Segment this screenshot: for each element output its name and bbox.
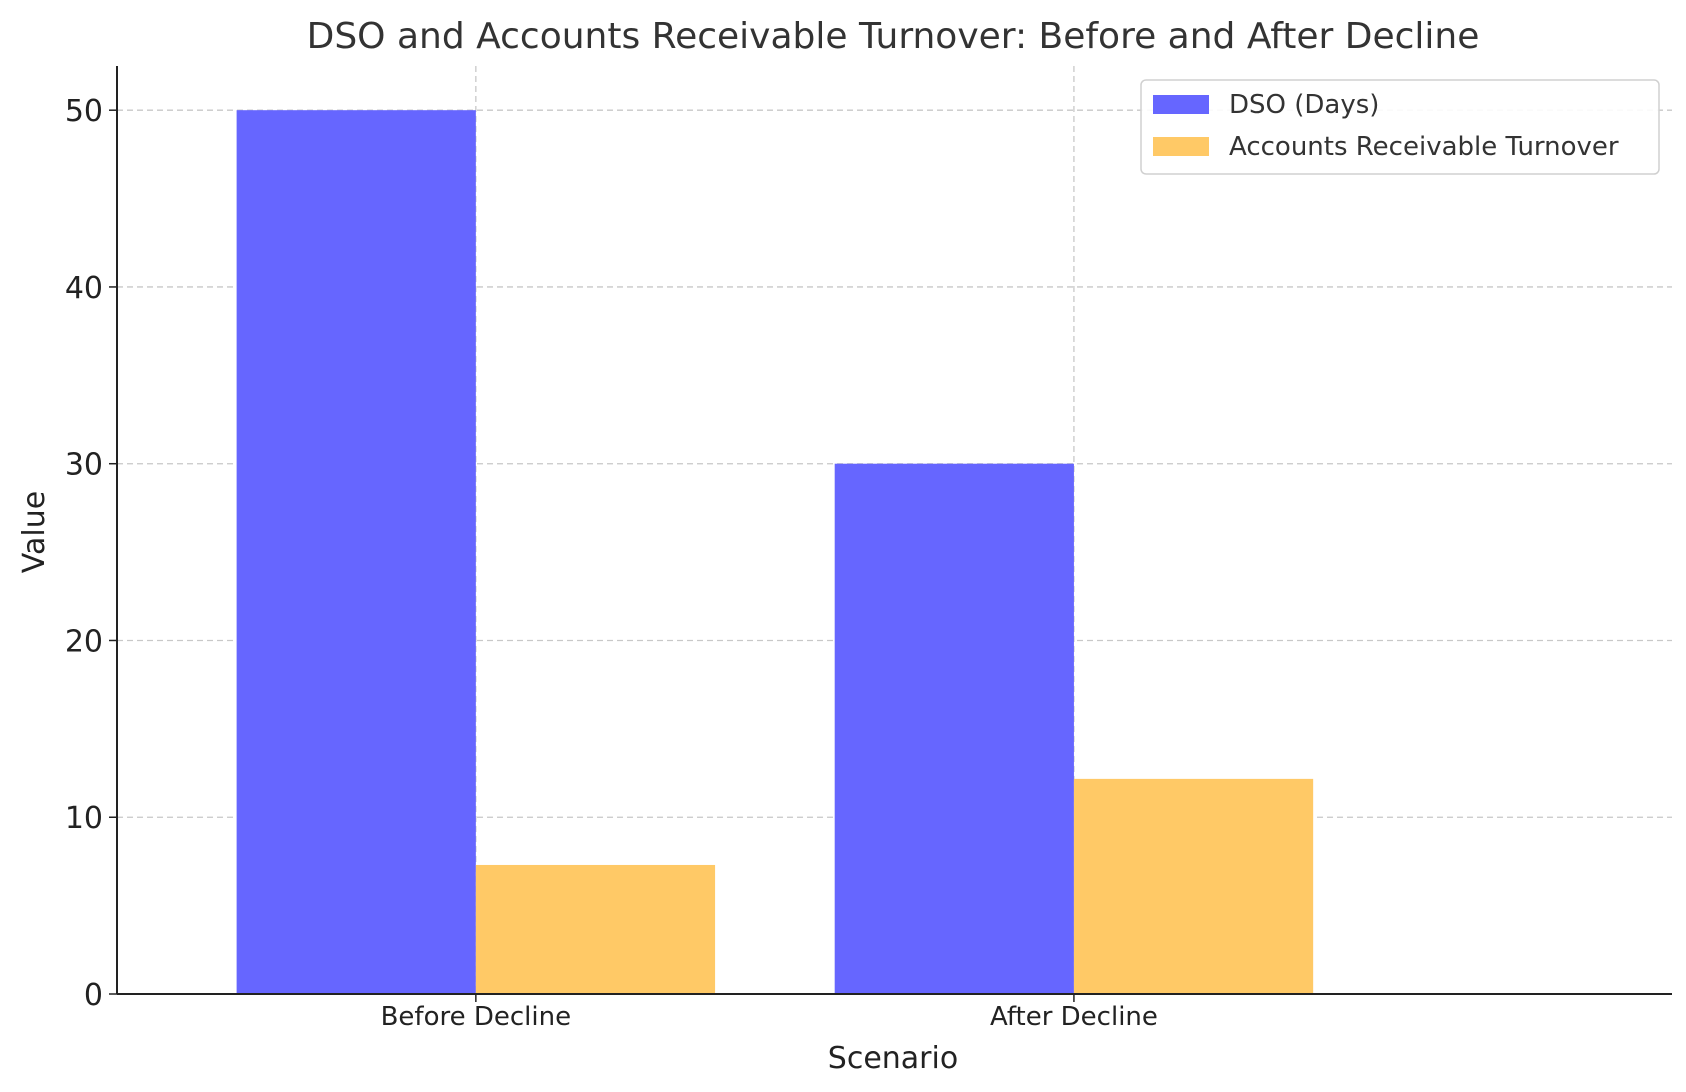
- y-tick-label: 0: [84, 978, 103, 1013]
- legend-box: [1140, 79, 1660, 175]
- y-tick-label: 40: [65, 271, 103, 306]
- legend: DSO (Days) Accounts Receivable Turnover: [1140, 79, 1660, 175]
- x-axis-label: Scenario: [828, 1041, 958, 1076]
- y-tick-label: 10: [65, 801, 103, 836]
- legend-label: DSO (Days): [1229, 90, 1379, 120]
- y-axis-label: Value: [17, 491, 52, 573]
- chart-title: DSO and Accounts Receivable Turnover: Be…: [307, 16, 1480, 57]
- legend-label: Accounts Receivable Turnover: [1229, 132, 1619, 162]
- legend-swatch: [1153, 95, 1209, 114]
- y-tick-label: 20: [65, 624, 103, 659]
- axes: [109, 66, 1672, 1002]
- legend-swatch: [1153, 137, 1209, 156]
- tick-labels: 0 10 20 30 40 50 Before Decline After Decline: [65, 94, 1158, 1032]
- y-tick-label: 30: [65, 448, 103, 483]
- x-tick-label: After Decline: [990, 1002, 1158, 1032]
- bars: [236, 110, 1314, 994]
- bar: [834, 463, 1074, 994]
- bar: [236, 110, 476, 994]
- bar: [475, 864, 716, 994]
- y-tick-label: 50: [65, 94, 103, 129]
- bar: [1073, 778, 1314, 994]
- x-tick-label: Before Decline: [381, 1002, 572, 1032]
